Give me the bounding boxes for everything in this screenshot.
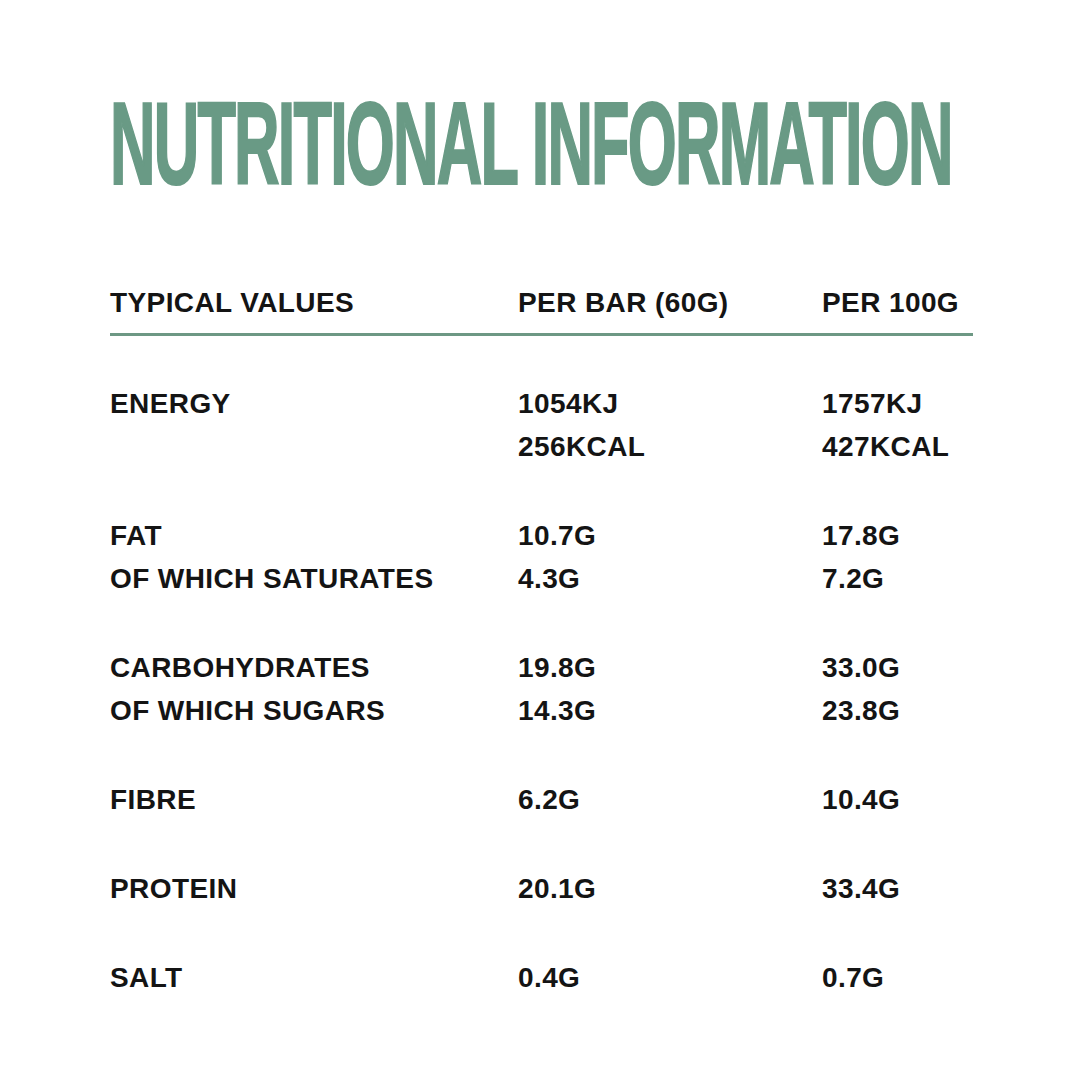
table-row-protein: PROTEIN 20.1G 33.4G [110,867,973,910]
value-per-100g: 10.4G [822,778,973,821]
table-row-salt: SALT 0.4G 0.7G [110,956,973,999]
column-header-per-bar: PER BAR (60G) [518,288,822,318]
nutrition-table: TYPICAL VALUES PER BAR (60G) PER 100G EN… [110,288,973,999]
value-per-bar: 14.3G [518,689,822,732]
table-row-saturates: OF WHICH SATURATES 4.3G 7.2G [110,557,973,600]
row-label: OF WHICH SUGARS [110,689,518,732]
row-label: PROTEIN [110,867,518,910]
value-per-bar: 10.7G [518,514,822,557]
row-label: FIBRE [110,778,518,821]
value-per-100g: 7.2G [822,557,973,600]
nutrition-label: NUTRITIONAL INFORMATION TYPICAL VALUES P… [0,0,1080,1080]
value-per-100g: 427KCAL [822,425,973,468]
value-per-100g: 0.7G [822,956,973,999]
value-per-100g: 1757KJ [822,382,973,425]
value-per-bar: 20.1G [518,867,822,910]
table-row-carbohydrates: CARBOHYDRATES 19.8G 33.0G [110,646,973,689]
table-row-sugars: OF WHICH SUGARS 14.3G 23.8G [110,689,973,732]
page-title: NUTRITIONAL INFORMATION [110,96,952,192]
table-row-fibre: FIBRE 6.2G 10.4G [110,778,973,821]
row-group-energy: ENERGY 1054KJ 1757KJ 256KCAL 427KCAL [110,382,973,468]
row-group-protein: PROTEIN 20.1G 33.4G [110,867,973,910]
row-group-carbohydrates: CARBOHYDRATES 19.8G 33.0G OF WHICH SUGAR… [110,646,973,732]
row-label: FAT [110,514,518,557]
table-header-row: TYPICAL VALUES PER BAR (60G) PER 100G [110,288,973,318]
value-per-bar: 6.2G [518,778,822,821]
row-label: CARBOHYDRATES [110,646,518,689]
row-group-fibre: FIBRE 6.2G 10.4G [110,778,973,821]
value-per-100g: 23.8G [822,689,973,732]
row-label: ENERGY [110,382,518,425]
table-row-energy-kj: ENERGY 1054KJ 1757KJ [110,382,973,425]
value-per-bar: 19.8G [518,646,822,689]
row-group-fat: FAT 10.7G 17.8G OF WHICH SATURATES 4.3G … [110,514,973,600]
row-group-salt: SALT 0.4G 0.7G [110,956,973,999]
row-label: SALT [110,956,518,999]
value-per-bar: 256KCAL [518,425,822,468]
table-row-energy-kcal: 256KCAL 427KCAL [110,425,973,468]
value-per-100g: 33.0G [822,646,973,689]
value-per-100g: 17.8G [822,514,973,557]
table-row-fat: FAT 10.7G 17.8G [110,514,973,557]
row-label: OF WHICH SATURATES [110,557,518,600]
header-divider [110,333,973,336]
value-per-bar: 4.3G [518,557,822,600]
value-per-bar: 0.4G [518,956,822,999]
value-per-bar: 1054KJ [518,382,822,425]
column-header-typical-values: TYPICAL VALUES [110,288,518,318]
value-per-100g: 33.4G [822,867,973,910]
column-header-per-100g: PER 100G [822,288,973,318]
